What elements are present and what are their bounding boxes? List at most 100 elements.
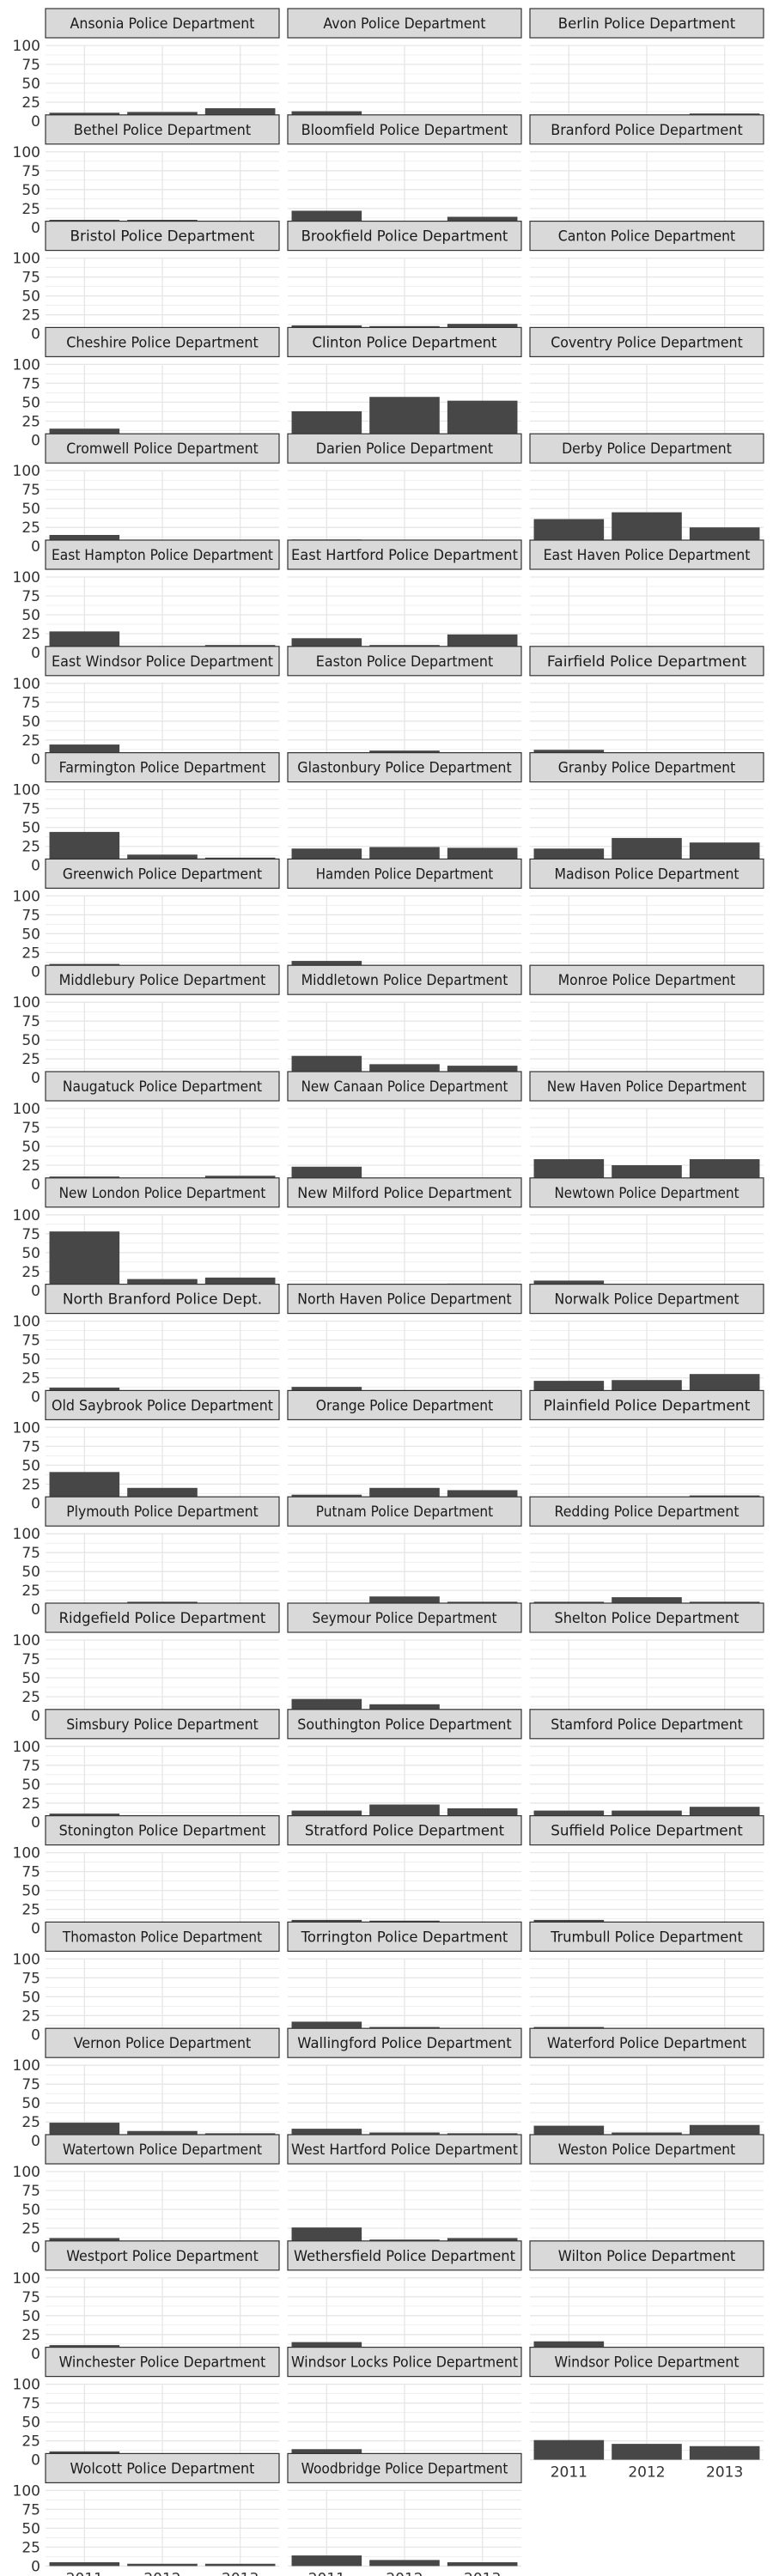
facet-strip: [529, 2240, 764, 2271]
facet-panel: Redding Police Department: [529, 1496, 764, 1610]
facet-strip: [45, 2452, 280, 2483]
y-tick-label: 75: [21, 801, 40, 818]
y-tick-label: 75: [21, 1758, 40, 1775]
facet-strip: [529, 646, 764, 677]
y-tick-label: 0: [31, 113, 40, 131]
facet-title: Putnam Police Department: [316, 1504, 494, 1521]
x-tick-label: 2013: [706, 2464, 743, 2482]
facet-title: Middlebury Police Department: [59, 972, 266, 989]
y-tick-label: 75: [21, 163, 40, 180]
facet-title: Wolcott Police Department: [70, 2460, 255, 2477]
facet-title: East Hampton Police Department: [52, 547, 273, 564]
facet-panel: Torrington Police Department: [287, 1921, 522, 2036]
facet-strip: [287, 858, 522, 890]
facet-panel: Wallingford Police Department: [287, 2027, 522, 2142]
y-tick-label: 50: [21, 76, 40, 93]
y-tick-label: 50: [21, 714, 40, 731]
facet-title: Granby Police Department: [558, 760, 736, 777]
y-tick-label: 25: [21, 1583, 40, 1600]
facet-title: Cromwell Police Department: [66, 440, 259, 458]
facet-strip: [45, 1602, 280, 1633]
y-tick-label: 25: [21, 2433, 40, 2451]
y-tick-label: 100: [13, 1739, 40, 1756]
y-tick-label: 100: [13, 1632, 40, 1649]
facet-panel: Granby Police Department: [529, 751, 764, 866]
facet-title: Thomaston Police Department: [62, 1929, 262, 1946]
y-tick-label: 75: [21, 2183, 40, 2200]
facet-title: Woodbridge Police Department: [301, 2460, 508, 2477]
bar: [533, 2439, 605, 2460]
facet-panel: Stratford Police Department: [287, 1815, 522, 1929]
y-tick-label: 0: [31, 2346, 40, 2363]
y-tick-label: 75: [21, 2076, 40, 2093]
y-tick-label: 50: [21, 182, 40, 199]
facet-panel: Westport Police Department 0 25 50 75 100: [13, 2240, 280, 2363]
facet-title: Monroe Police Department: [558, 972, 736, 989]
y-tick-label: 50: [21, 2520, 40, 2537]
facet-panel: Woodbridge Police Department 2011 2012 2013: [287, 2452, 522, 2576]
facet-panel: Norwalk Police Department: [529, 1283, 764, 1398]
facet-title: Southington Police Department: [297, 1716, 512, 1734]
bar: [204, 2563, 276, 2567]
facet-strip: [287, 114, 522, 145]
y-tick-label: 0: [31, 858, 40, 875]
facet-strip: [287, 751, 522, 783]
y-tick-label: 100: [13, 782, 40, 799]
facet-panel: New Milford Police Department: [287, 1177, 522, 1291]
bar: [369, 397, 440, 440]
y-tick-label: 25: [21, 1264, 40, 1281]
facet-title: Shelton Police Department: [555, 1610, 740, 1627]
y-tick-label: 25: [21, 201, 40, 218]
facet-strip: [529, 1496, 764, 1527]
facet-panel: Shelton Police Department: [529, 1602, 764, 1716]
facet-title: Watertown Police Department: [63, 2142, 262, 2159]
facet-panel: Ridgefield Police Department 0 25 50 75 100: [13, 1602, 280, 1725]
facet-title: Seymour Police Department: [313, 1610, 497, 1627]
y-tick-label: 75: [21, 57, 40, 74]
facet-strip: [529, 751, 764, 783]
y-tick-label: 75: [21, 2396, 40, 2413]
facet-strip: [45, 1921, 280, 1952]
facet-panel: East Hartford Police Department: [287, 539, 522, 653]
y-tick-label: 0: [31, 1708, 40, 1725]
facet-title: Branford Police Department: [551, 122, 743, 139]
facet-strip: [287, 1177, 522, 1208]
y-tick-label: 75: [21, 1864, 40, 1881]
y-tick-label: 75: [21, 2289, 40, 2306]
y-tick-label: 0: [31, 963, 40, 981]
facet-title: East Haven Police Department: [544, 547, 751, 564]
facet-strip: [529, 964, 764, 995]
y-tick-label: 100: [13, 2057, 40, 2075]
y-tick-label: 100: [13, 994, 40, 1012]
y-tick-label: 100: [13, 2482, 40, 2500]
facet-panel: Darien Police Department: [287, 433, 522, 547]
x-tick-label: 2013: [222, 2570, 259, 2576]
facet-title: Darien Police Department: [316, 440, 494, 458]
facet-strip: [529, 1602, 764, 1633]
facet-panel: Madison Police Department: [529, 858, 764, 973]
facet-panel: New Haven Police Department: [529, 1071, 764, 1185]
facet-panel: Suffield Police Department: [529, 1815, 764, 1929]
facet-panel: Wethersfield Police Department: [287, 2240, 522, 2354]
y-tick-label: 0: [31, 220, 40, 237]
facet-title: North Haven Police Department: [297, 1291, 512, 1309]
y-tick-label: 25: [21, 1902, 40, 1919]
facet-title: Old Saybrook Police Department: [52, 1397, 273, 1414]
facet-title: Trumbull Police Department: [550, 1929, 743, 1946]
facet-panel: Bloomfield Police Department: [287, 114, 522, 228]
y-tick-label: 25: [21, 732, 40, 750]
y-tick-label: 25: [21, 1157, 40, 1175]
facet-panel: Fairfield Police Department: [529, 646, 764, 760]
facet-title: Hamden Police Department: [316, 866, 494, 883]
y-tick-label: 50: [21, 1032, 40, 1049]
facet-title: Greenwich Police Department: [63, 866, 262, 883]
facet-strip: [45, 539, 280, 570]
facet-strip: [529, 1071, 764, 1102]
facet-title: New Haven Police Department: [547, 1078, 746, 1096]
y-tick-label: 25: [21, 945, 40, 962]
facet-title: Weston Police Department: [558, 2142, 736, 2159]
y-tick-label: 0: [31, 1495, 40, 1512]
